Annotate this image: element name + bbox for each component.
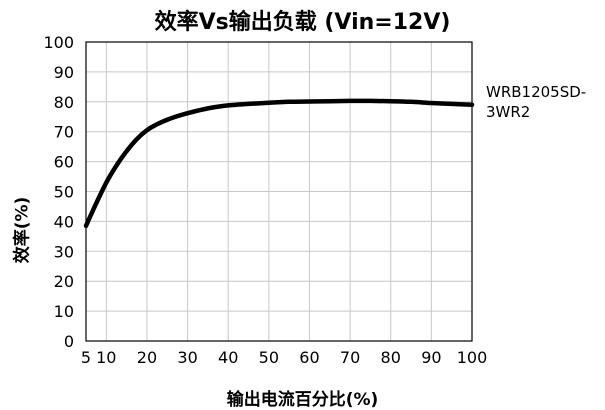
data-point	[429, 100, 434, 105]
x-tick-label: 5	[81, 348, 91, 367]
data-point	[388, 99, 393, 104]
data-point	[84, 223, 88, 228]
data-point	[114, 163, 119, 168]
y-tick-label: 30	[54, 242, 74, 261]
data-point	[104, 180, 109, 185]
x-tick-label: 30	[177, 348, 197, 367]
data-point	[327, 99, 332, 104]
y-axis-label: 效率(%)	[12, 196, 33, 264]
data-point	[205, 106, 210, 111]
data-point	[348, 98, 353, 103]
data-point	[470, 102, 474, 107]
y-tick-label: 80	[54, 93, 74, 112]
data-point	[144, 128, 149, 133]
series-lines	[83, 98, 475, 229]
data-point	[409, 99, 414, 104]
y-tick-label: 10	[54, 302, 74, 321]
y-tick-label: 100	[43, 33, 74, 52]
x-tick-label: 90	[421, 348, 441, 367]
data-point	[307, 99, 312, 104]
data-point	[226, 103, 231, 108]
data-point	[94, 201, 99, 206]
data-point	[165, 117, 170, 122]
y-tick-label: 60	[54, 153, 74, 172]
x-tick-label: 60	[299, 348, 319, 367]
data-point	[155, 122, 160, 127]
x-tick-label: 100	[457, 348, 488, 367]
data-point	[175, 114, 180, 119]
data-point	[266, 100, 271, 105]
y-tick-label: 90	[54, 63, 74, 82]
x-tick-label: 50	[259, 348, 279, 367]
data-point	[134, 137, 139, 142]
x-tick-label: 40	[218, 348, 238, 367]
y-tick-label: 0	[64, 332, 74, 351]
plot-frame	[85, 41, 473, 342]
data-point	[124, 149, 129, 154]
y-tick-label: 70	[54, 123, 74, 142]
x-axis-label: 输出电流百分比(%)	[226, 390, 379, 410]
y-tick-label: 50	[54, 183, 74, 202]
x-tick-label: 20	[137, 348, 157, 367]
data-point	[185, 111, 190, 116]
x-tick-label: 80	[381, 348, 401, 367]
y-tick-label: 20	[54, 272, 74, 291]
y-tick-labels: 0 10 20 30 40 50 60 70 80 90 100	[43, 33, 74, 351]
data-point	[368, 98, 373, 103]
data-point	[449, 101, 454, 106]
data-point	[287, 99, 292, 104]
x-tick-label: 70	[340, 348, 360, 367]
x-tick-label: 10	[96, 348, 116, 367]
chart-title: 效率Vs输出负载 (Vin=12V)	[154, 10, 451, 35]
data-point	[246, 101, 251, 106]
legend-series-label: WRB1205SD-3WR2	[486, 83, 587, 121]
y-tick-label: 40	[54, 212, 74, 231]
x-tick-labels: 5 10 20 30 40 50 60 70 80 90 100	[81, 348, 487, 367]
